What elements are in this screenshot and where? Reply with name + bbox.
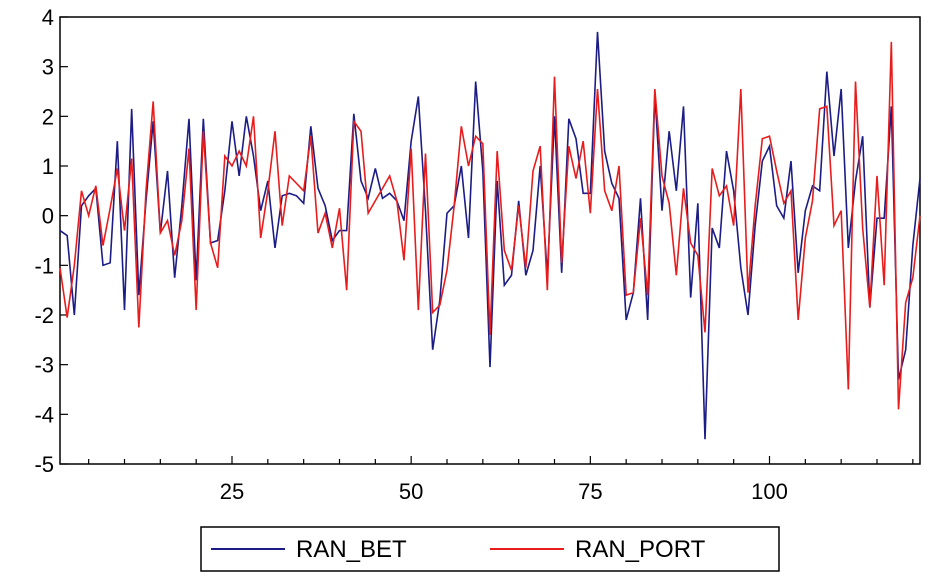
legend: RAN_BET RAN_PORT bbox=[200, 526, 780, 572]
x-axis: 25 50 75 100 bbox=[88, 456, 914, 504]
legend-label-ran-bet: RAN_BET bbox=[296, 536, 407, 563]
y-tick-label: 4 bbox=[42, 5, 54, 30]
y-axis: -5 -4 -3 -2 -1 0 1 2 3 4 bbox=[34, 5, 68, 477]
y-tick-label: -2 bbox=[34, 303, 54, 328]
x-tick-label: 50 bbox=[399, 479, 423, 504]
legend-label-ran-port: RAN_PORT bbox=[575, 536, 706, 563]
series-line-ran-bet bbox=[59, 31, 921, 440]
y-tick-label: 3 bbox=[42, 55, 54, 80]
y-tick-label: -3 bbox=[34, 353, 54, 378]
y-tick-label: 0 bbox=[42, 204, 54, 229]
x-tick-label: 100 bbox=[751, 479, 788, 504]
y-tick-label: -5 bbox=[34, 452, 54, 477]
series-layer bbox=[59, 31, 921, 440]
y-tick-label: 2 bbox=[42, 104, 54, 129]
x-tick-label: 25 bbox=[220, 479, 244, 504]
x-tick-label: 75 bbox=[578, 479, 602, 504]
y-tick-label: 1 bbox=[42, 154, 54, 179]
plot-frame bbox=[59, 16, 921, 465]
y-tick-label: -1 bbox=[34, 253, 54, 278]
y-tick-label: -4 bbox=[34, 402, 54, 427]
series-line-ran-port bbox=[59, 41, 921, 410]
